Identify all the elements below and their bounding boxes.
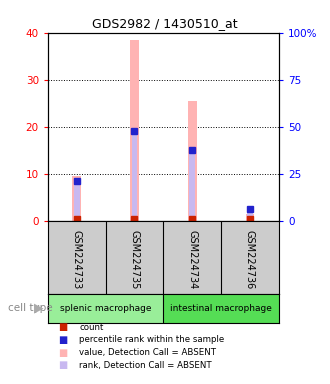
Text: splenic macrophage: splenic macrophage (60, 304, 151, 313)
Text: cell type: cell type (8, 303, 53, 313)
Bar (247, 209, 253, 221)
Text: GSM224734: GSM224734 (187, 230, 197, 289)
Text: ■: ■ (58, 322, 67, 332)
Bar (163, 294, 279, 323)
Text: percentile rank within the sample: percentile rank within the sample (79, 335, 224, 344)
Text: rank, Detection Call = ABSENT: rank, Detection Call = ABSENT (79, 361, 212, 370)
Bar (48, 294, 163, 323)
Text: GDS2982 / 1430510_at: GDS2982 / 1430510_at (92, 17, 238, 30)
Text: GSM224733: GSM224733 (72, 230, 82, 289)
Text: ■: ■ (58, 348, 67, 358)
Bar (74, 181, 80, 221)
Bar (188, 101, 197, 221)
Bar (189, 150, 195, 221)
Bar (130, 40, 139, 221)
Text: ■: ■ (58, 360, 67, 370)
Text: count: count (79, 323, 104, 332)
Text: ▶: ▶ (34, 302, 44, 315)
Text: intestinal macrophage: intestinal macrophage (170, 304, 272, 313)
Text: value, Detection Call = ABSENT: value, Detection Call = ABSENT (79, 348, 216, 357)
Text: GSM224736: GSM224736 (245, 230, 255, 289)
Text: ■: ■ (58, 335, 67, 345)
Text: GSM224735: GSM224735 (129, 230, 140, 289)
Bar (72, 176, 81, 221)
Bar (132, 131, 137, 221)
Bar (246, 214, 254, 221)
